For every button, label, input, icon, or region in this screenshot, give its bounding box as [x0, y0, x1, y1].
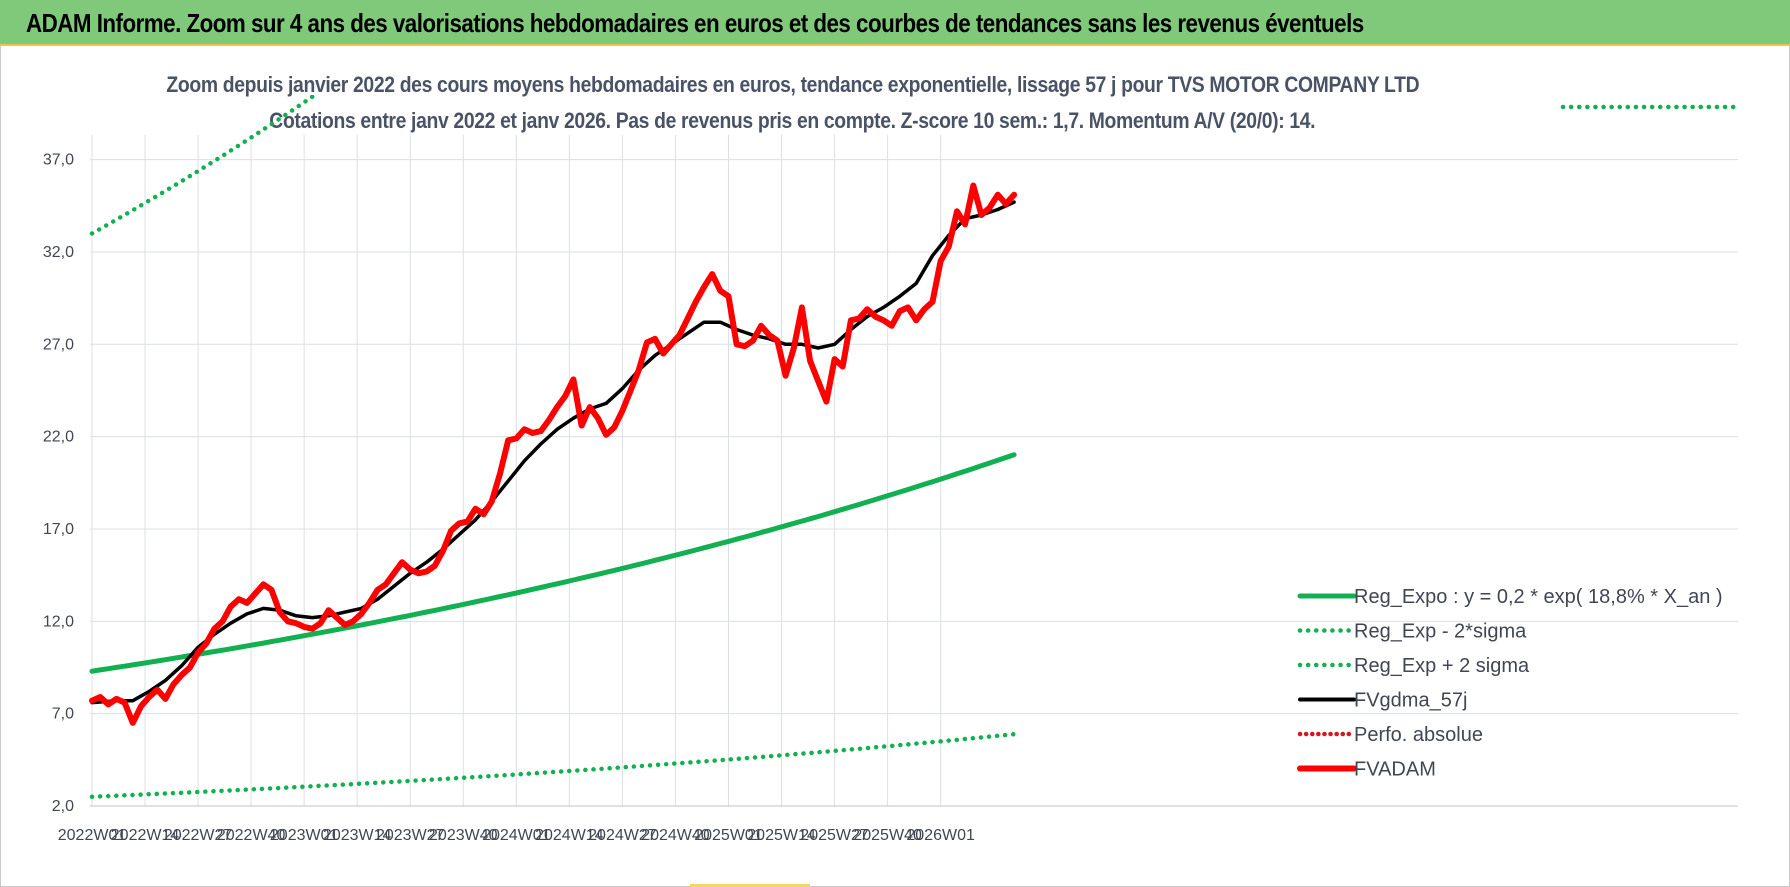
x-tick-label: 2023W14 [323, 827, 392, 844]
x-tick-label: 2023W01 [270, 827, 339, 844]
x-tick-label: 2022W14 [111, 827, 180, 844]
x-tick-label: 2026W01 [906, 827, 975, 844]
y-tick-label: 27,0 [43, 336, 74, 353]
y-tick-label: 7,0 [52, 706, 74, 723]
x-tick-label: 2025W01 [694, 827, 763, 844]
x-tick-label: 2025W40 [853, 827, 922, 844]
legend-label: FVADAM [1354, 759, 1436, 781]
reg-exp-minus-2sigma-line [89, 731, 1017, 800]
x-tick-label: 2025W27 [800, 827, 869, 844]
chart-title-line-2-text: Cotations entre janv 2022 et janv 2026. … [269, 108, 1316, 133]
y-tick-label: 32,0 [43, 244, 74, 261]
y-tick-label: 37,0 [43, 152, 74, 169]
report-banner-title: ADAM Informe. Zoom sur 4 ans des valoris… [26, 8, 1364, 38]
x-tick-label: 2022W27 [164, 827, 233, 844]
reg-exp-plus-2sigma-line [89, 95, 319, 236]
legend-label: Reg_Exp + 2 sigma [1354, 655, 1530, 677]
y-tick-label: 22,0 [43, 429, 74, 446]
y-tick-label: 12,0 [43, 613, 74, 630]
y-tick-label: 2,0 [52, 798, 74, 815]
x-tick-label: 2022W40 [217, 827, 286, 844]
fvadam-line [89, 182, 1018, 726]
legend-label: Perfo. absolue [1354, 724, 1483, 746]
chart-title-line-2: Cotations entre janv 2022 et janv 2026. … [0, 108, 1585, 134]
legend-label: Reg_Exp - 2*sigma [1354, 621, 1527, 643]
x-tick-label: 2024W01 [482, 827, 551, 844]
axis-ticks: 2,07,012,017,022,027,032,037,02022W01202… [43, 152, 975, 844]
series-lines [89, 95, 1018, 800]
x-tick-label: 2022W01 [58, 827, 127, 844]
x-tick-label: 2024W14 [535, 827, 604, 844]
bottom-accent-strip [690, 884, 810, 887]
x-tick-label: 2024W27 [588, 827, 657, 844]
x-tick-label: 2023W40 [429, 827, 498, 844]
reg-expo-line [89, 452, 1017, 674]
y-tick-label: 17,0 [43, 521, 74, 538]
fv-gdma-57j-line [90, 200, 1016, 705]
chart-title-line-1-text: Zoom depuis janvier 2022 des cours moyen… [166, 72, 1419, 97]
chart-title-line-1: Zoom depuis janvier 2022 des cours moyen… [0, 72, 1585, 98]
legend-label: Reg_Expo : y = 0,2 * exp( 18,8% * X_an ) [1354, 586, 1723, 608]
x-tick-label: 2023W27 [376, 827, 445, 844]
legend-label: FVgdma_57j [1354, 690, 1467, 712]
x-tick-label: 2025W14 [747, 827, 816, 844]
legend: Reg_Expo : y = 0,2 * exp( 18,8% * X_an )… [1297, 586, 1723, 781]
grid-lines [90, 135, 1738, 807]
report-banner: ADAM Informe. Zoom sur 4 ans des valoris… [0, 0, 1790, 46]
x-tick-label: 2024W40 [641, 827, 710, 844]
